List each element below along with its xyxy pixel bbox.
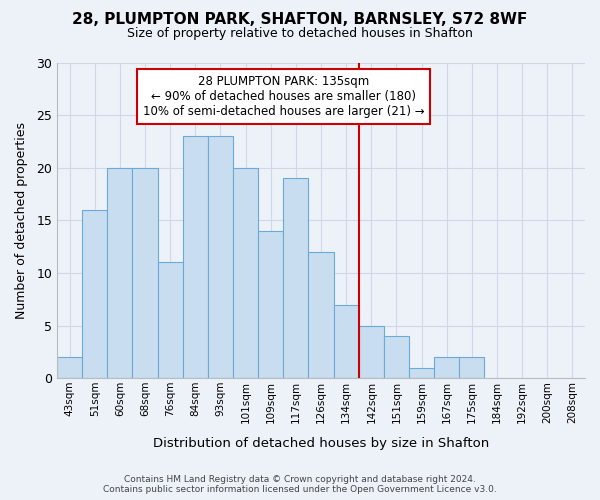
- Bar: [460, 357, 484, 378]
- Bar: [334, 304, 359, 378]
- Text: Contains HM Land Registry data © Crown copyright and database right 2024.
Contai: Contains HM Land Registry data © Crown c…: [103, 474, 497, 494]
- Bar: [133, 168, 158, 378]
- Bar: [409, 368, 434, 378]
- Bar: [183, 136, 208, 378]
- Bar: [308, 252, 334, 378]
- Bar: [158, 262, 183, 378]
- Bar: [107, 168, 133, 378]
- Text: 28, PLUMPTON PARK, SHAFTON, BARNSLEY, S72 8WF: 28, PLUMPTON PARK, SHAFTON, BARNSLEY, S7…: [73, 12, 527, 28]
- Y-axis label: Number of detached properties: Number of detached properties: [15, 122, 28, 319]
- Bar: [57, 357, 82, 378]
- Text: 28 PLUMPTON PARK: 135sqm
← 90% of detached houses are smaller (180)
10% of semi-: 28 PLUMPTON PARK: 135sqm ← 90% of detach…: [143, 75, 424, 118]
- Bar: [82, 210, 107, 378]
- Bar: [233, 168, 258, 378]
- Bar: [359, 326, 384, 378]
- Bar: [258, 231, 283, 378]
- Bar: [208, 136, 233, 378]
- Bar: [434, 357, 460, 378]
- Bar: [283, 178, 308, 378]
- X-axis label: Distribution of detached houses by size in Shafton: Distribution of detached houses by size …: [153, 437, 489, 450]
- Bar: [384, 336, 409, 378]
- Text: Size of property relative to detached houses in Shafton: Size of property relative to detached ho…: [127, 28, 473, 40]
